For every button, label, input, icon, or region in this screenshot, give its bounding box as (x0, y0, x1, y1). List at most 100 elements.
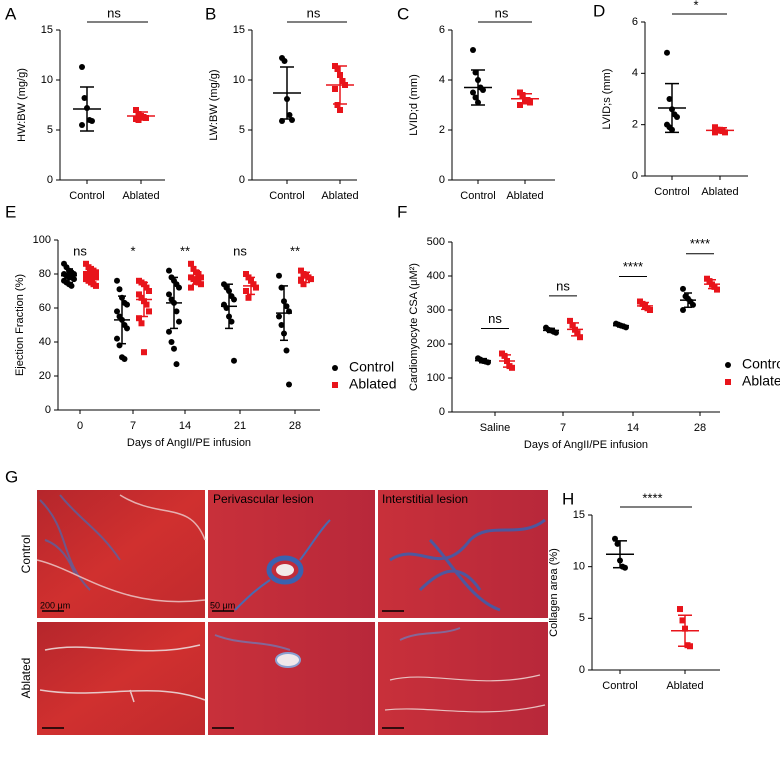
data-point (714, 286, 720, 293)
scale-bar-label: 50 μm (210, 600, 235, 610)
panel-label: D (593, 1, 605, 20)
x-tick-label: 14 (627, 422, 639, 434)
data-point (480, 87, 486, 93)
column-title: Interstitial lesion (382, 492, 468, 506)
data-point (138, 294, 145, 301)
data-point (334, 66, 341, 72)
x-tick-label: Control (69, 190, 104, 202)
y-axis-label: Collagen area (%) (548, 548, 560, 637)
data-point (171, 345, 177, 352)
significance-label: * (130, 243, 135, 258)
data-point (680, 285, 686, 292)
y-axis-label: LVID;d (mm) (408, 74, 420, 136)
data-point (286, 112, 293, 118)
y-tick-label: 60 (39, 302, 51, 314)
data-point (133, 107, 139, 113)
data-point (71, 276, 77, 283)
data-point (298, 277, 304, 284)
tissue-image (208, 490, 375, 618)
data-point (674, 113, 680, 120)
fiber (39, 644, 206, 703)
data-point (298, 267, 304, 274)
data-point (190, 265, 197, 272)
x-tick-label: Ablated (321, 190, 358, 202)
legend-label: Ablated (349, 376, 396, 392)
significance-label: ns (73, 243, 87, 258)
y-tick-label: 40 (39, 336, 51, 348)
y-tick-label: 5 (579, 612, 585, 624)
data-point (286, 381, 292, 388)
histology: G Control Ablated Perivascular lesion In… (5, 467, 548, 735)
data-point (647, 307, 653, 313)
y-tick-label: 15 (573, 509, 585, 521)
vessel-lumen (276, 564, 294, 576)
data-point (89, 118, 95, 124)
fibrosis (389, 518, 546, 612)
y-axis-label: LW:BW (mg/g) (208, 69, 220, 140)
fibrosis (234, 519, 331, 611)
data-point (250, 281, 257, 288)
row-label: Ablated (19, 658, 33, 699)
data-point (519, 92, 526, 98)
data-point (114, 308, 120, 315)
data-point (289, 117, 295, 123)
y-tick-label: 4 (632, 67, 638, 79)
data-point (79, 122, 85, 128)
y-axis-label: HW:BW (mg/g) (16, 68, 28, 142)
legend-marker (725, 362, 731, 368)
data-point (138, 320, 145, 327)
panel-label: B (205, 4, 216, 23)
data-point (81, 95, 88, 101)
x-tick-label: Ablated (701, 186, 738, 198)
y-tick-label: 6 (439, 24, 445, 36)
y-tick-label: 200 (427, 338, 445, 350)
x-tick-label: 14 (179, 420, 191, 432)
y-axis-label: LVID;s (mm) (601, 69, 613, 130)
data-point (231, 296, 237, 303)
data-point (146, 288, 152, 294)
x-tick-label: Ablated (666, 680, 703, 692)
data-point (300, 281, 307, 288)
data-point (198, 281, 204, 288)
significance-label: ns (233, 243, 247, 258)
significance-label: **** (623, 259, 643, 274)
data-point (553, 329, 559, 336)
significance-label: ns (307, 5, 321, 20)
data-point (680, 307, 686, 313)
data-point (577, 334, 583, 341)
fiber (384, 674, 546, 713)
data-point (666, 96, 673, 102)
significance-label: **** (690, 236, 710, 251)
tissue-image (37, 490, 205, 618)
data-point (188, 284, 194, 291)
data-point (470, 47, 476, 53)
significance-label: ** (180, 243, 190, 258)
data-point (173, 361, 180, 368)
y-tick-label: 0 (45, 404, 51, 416)
data-point (195, 271, 202, 277)
data-point (93, 269, 99, 276)
data-point (243, 288, 249, 294)
data-point (136, 315, 142, 322)
y-tick-label: 0 (579, 664, 585, 676)
data-point (527, 99, 533, 106)
data-point (569, 322, 576, 329)
y-tick-label: 20 (39, 370, 51, 382)
data-point (116, 286, 123, 293)
x-tick-label: Control (602, 680, 637, 692)
y-tick-label: 10 (233, 74, 245, 86)
y-tick-label: 400 (427, 270, 445, 282)
data-point (166, 267, 172, 274)
scale-bar-label: 200 μm (40, 600, 70, 610)
x-tick-label: 7 (130, 420, 136, 432)
data-point (706, 278, 713, 285)
data-point (124, 301, 130, 308)
tissue-image (37, 622, 205, 735)
data-point (168, 339, 175, 345)
panel-label: H (562, 489, 574, 508)
x-tick-label: Control (269, 190, 304, 202)
significance-label: **** (642, 490, 662, 505)
legend-marker (332, 382, 338, 388)
x-tick-label: 7 (560, 422, 566, 434)
